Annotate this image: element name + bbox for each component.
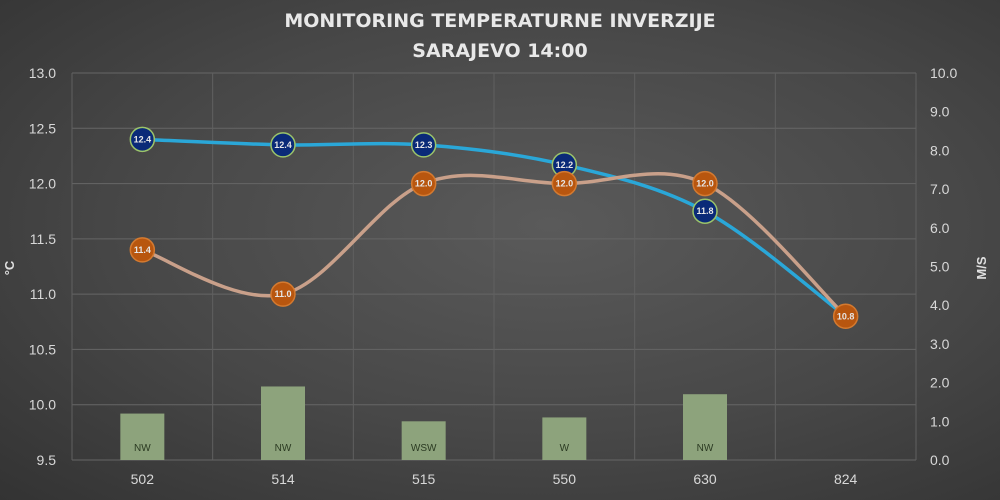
y-tick-label: 12.0: [29, 176, 56, 192]
y2-tick-label: 4.0: [930, 297, 950, 313]
data-marker: [129, 237, 156, 263]
data-marker: [410, 170, 437, 197]
data-marker: [270, 281, 296, 307]
data-marker: [129, 126, 156, 153]
y2-tick-label: 5.0: [930, 259, 950, 275]
data-marker: [410, 132, 437, 158]
data-label: 12.0: [415, 179, 433, 189]
y-tick-label: 11.0: [30, 286, 56, 302]
chart-title: MONITORING TEMPERATURNE INVERZIJE: [284, 10, 715, 32]
data-label: 12.2: [556, 160, 574, 170]
wind-bar: [683, 394, 727, 460]
data-marker: [832, 303, 859, 330]
y-tick-label: 13.0: [29, 65, 56, 81]
y-tick-label: 10.0: [29, 397, 56, 413]
data-label: 11.0: [274, 289, 291, 299]
wind-direction-label: NW: [134, 443, 151, 454]
wind-bar: [261, 386, 305, 460]
wind-direction-label: WSW: [411, 443, 437, 454]
data-label: 12.0: [556, 179, 574, 189]
x-tick-label: 502: [131, 471, 155, 487]
y2-tick-label: 9.0: [930, 104, 950, 120]
data-label: 11.4: [134, 245, 151, 255]
y2-tick-label: 6.0: [930, 220, 950, 236]
y-tick-label: 12.5: [29, 120, 56, 136]
y2-tick-label: 10.0: [930, 65, 957, 81]
y2-tick-label: 7.0: [930, 181, 950, 197]
x-tick-label: 515: [412, 471, 436, 487]
data-label: 12.4: [134, 134, 152, 144]
y2-tick-label: 3.0: [930, 336, 950, 352]
y2-tick-label: 1.0: [930, 413, 950, 429]
y2-tick-label: 8.0: [930, 142, 950, 158]
wind-bar: [401, 421, 446, 460]
data-label: 10.8: [837, 311, 855, 321]
y2-tick-label: 0.0: [930, 452, 950, 468]
x-tick-label: 630: [693, 471, 717, 487]
data-marker: [551, 170, 578, 197]
x-tick-label: 824: [834, 471, 858, 487]
y-tick-label: 10.5: [29, 341, 56, 357]
wind-direction-label: NW: [697, 443, 714, 454]
data-marker: [692, 170, 718, 197]
data-label: 12.3: [415, 140, 433, 150]
data-marker: [692, 198, 718, 224]
x-tick-label: 514: [271, 471, 295, 487]
chart-subtitle: SARAJEVO 14:00: [412, 40, 587, 62]
wind-bar: [120, 413, 165, 460]
wind-direction-label: W: [560, 443, 570, 454]
y-tick-label: 9.5: [37, 452, 57, 468]
data-label: 12.4: [274, 140, 292, 150]
data-label: 11.8: [696, 206, 713, 216]
data-marker: [270, 132, 296, 158]
y-tick-label: 11.5: [30, 231, 56, 247]
wind-bar: [542, 417, 587, 460]
wind-direction-label: NW: [275, 443, 292, 454]
y-axis-label: °C: [2, 260, 17, 275]
x-tick-label: 550: [553, 471, 577, 487]
data-label: 12.0: [696, 179, 714, 189]
y2-axis-label: M/S: [974, 256, 989, 279]
y2-tick-label: 2.0: [930, 375, 950, 391]
